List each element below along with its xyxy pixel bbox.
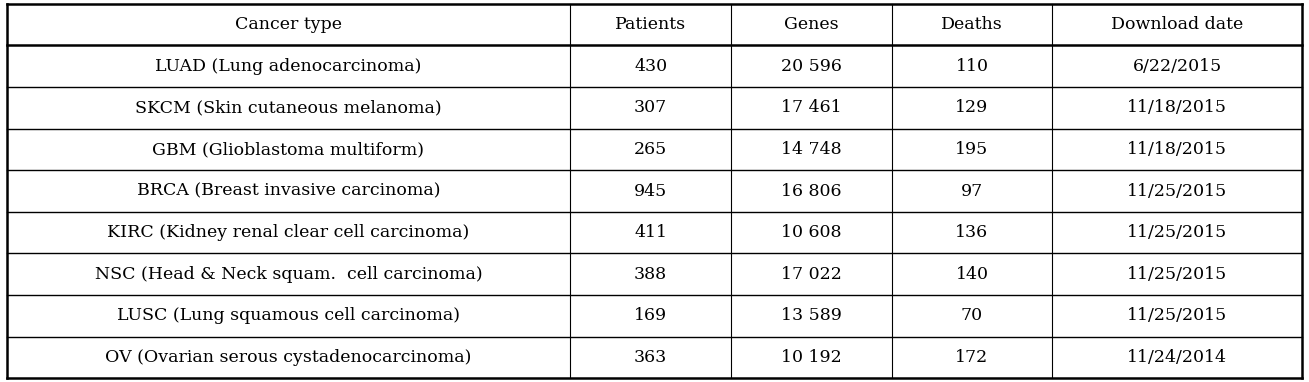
Text: 70: 70 (961, 307, 983, 324)
Text: SKCM (Skin cutaneous melanoma): SKCM (Skin cutaneous melanoma) (135, 99, 441, 116)
Text: LUAD (Lung adenocarcinoma): LUAD (Lung adenocarcinoma) (156, 58, 421, 75)
Text: 14 748: 14 748 (781, 141, 842, 158)
Text: 97: 97 (961, 183, 983, 199)
Text: BRCA (Breast invasive carcinoma): BRCA (Breast invasive carcinoma) (136, 183, 440, 199)
Text: 11/25/2015: 11/25/2015 (1127, 183, 1228, 199)
Text: 17 022: 17 022 (781, 266, 842, 283)
Text: 11/25/2015: 11/25/2015 (1127, 224, 1228, 241)
Text: 110: 110 (956, 58, 988, 75)
Text: 307: 307 (634, 99, 668, 116)
Text: 363: 363 (634, 349, 668, 366)
Text: Patients: Patients (615, 16, 686, 33)
Text: 129: 129 (956, 99, 988, 116)
Text: 11/24/2014: 11/24/2014 (1127, 349, 1228, 366)
Text: 388: 388 (634, 266, 668, 283)
Text: 13 589: 13 589 (781, 307, 842, 324)
Text: 430: 430 (634, 58, 668, 75)
Text: 945: 945 (634, 183, 668, 199)
Text: 172: 172 (956, 349, 988, 366)
Text: Genes: Genes (784, 16, 839, 33)
Text: 20 596: 20 596 (781, 58, 842, 75)
Text: 136: 136 (956, 224, 988, 241)
Text: 16 806: 16 806 (781, 183, 842, 199)
Text: 169: 169 (634, 307, 668, 324)
Text: 17 461: 17 461 (781, 99, 842, 116)
Text: LUSC (Lung squamous cell carcinoma): LUSC (Lung squamous cell carcinoma) (117, 307, 459, 324)
Text: GBM (Glioblastoma multiform): GBM (Glioblastoma multiform) (152, 141, 424, 158)
Text: 11/18/2015: 11/18/2015 (1127, 99, 1228, 116)
Text: 11/18/2015: 11/18/2015 (1127, 141, 1228, 158)
Text: Download date: Download date (1111, 16, 1244, 33)
Text: 10 192: 10 192 (781, 349, 842, 366)
Text: 11/25/2015: 11/25/2015 (1127, 307, 1228, 324)
Text: KIRC (Kidney renal clear cell carcinoma): KIRC (Kidney renal clear cell carcinoma) (107, 224, 470, 241)
Text: 11/25/2015: 11/25/2015 (1127, 266, 1228, 283)
Text: 10 608: 10 608 (781, 224, 842, 241)
Text: NSC (Head & Neck squam.  cell carcinoma): NSC (Head & Neck squam. cell carcinoma) (94, 266, 482, 283)
Text: Deaths: Deaths (941, 16, 1003, 33)
Text: 6/22/2015: 6/22/2015 (1132, 58, 1223, 75)
Text: 140: 140 (956, 266, 988, 283)
Text: OV (Ovarian serous cystadenocarcinoma): OV (Ovarian serous cystadenocarcinoma) (105, 349, 471, 366)
Text: Cancer type: Cancer type (234, 16, 342, 33)
Text: 195: 195 (956, 141, 988, 158)
Text: 411: 411 (634, 224, 668, 241)
Text: 265: 265 (634, 141, 668, 158)
